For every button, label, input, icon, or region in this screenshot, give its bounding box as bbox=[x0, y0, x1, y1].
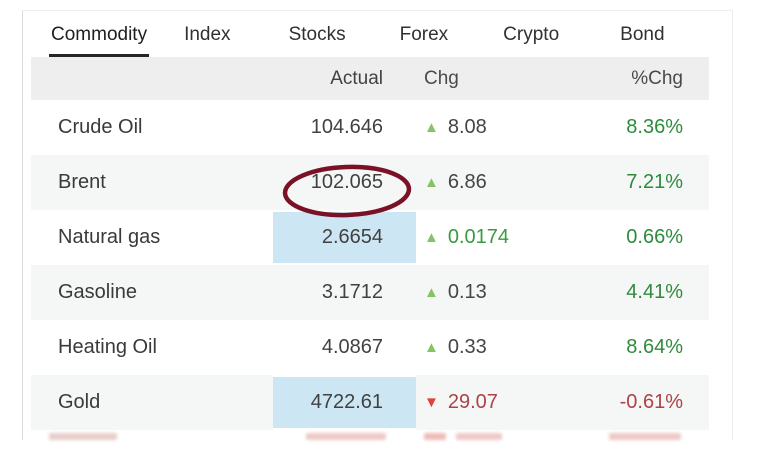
pct-value: -0.61% bbox=[619, 391, 683, 413]
clipped-arrow bbox=[424, 433, 446, 440]
tab-index[interactable]: Index bbox=[184, 24, 231, 45]
actual-cell: 4.0867 bbox=[321, 336, 383, 358]
header-pct: %Chg bbox=[631, 67, 683, 89]
chg-cell: ▲ 8.08 bbox=[416, 116, 561, 139]
pct-value: 7.21% bbox=[626, 171, 683, 193]
up-triangle-icon: ▲ bbox=[424, 174, 439, 191]
actual-cell: 4722.61 bbox=[273, 375, 416, 430]
table-header-row: Actual Chg %Chg bbox=[31, 57, 709, 100]
chg-cell: ▲ 0.0174 bbox=[416, 226, 561, 249]
up-triangle-icon: ▲ bbox=[424, 229, 439, 246]
pct-value: 0.66% bbox=[626, 226, 683, 248]
row-label: Gasoline bbox=[58, 281, 137, 303]
tab-bond[interactable]: Bond bbox=[620, 24, 665, 45]
actual-cell-annotated: 102.065 bbox=[310, 171, 383, 193]
tab-forex[interactable]: Forex bbox=[399, 24, 449, 45]
row-label: Heating Oil bbox=[58, 336, 157, 358]
row-label: Gold bbox=[58, 391, 101, 413]
clipped-actual bbox=[306, 433, 386, 440]
chg-cell: ▲ 0.13 bbox=[416, 281, 561, 304]
chg-cell: ▲ 6.86 bbox=[416, 171, 561, 194]
clipped-next-row bbox=[31, 430, 709, 451]
chg-value: 0.33 bbox=[447, 336, 487, 358]
header-actual: Actual bbox=[330, 67, 383, 89]
tab-bar: Commodity Index Stocks Forex Crypto Bond bbox=[23, 11, 732, 57]
down-triangle-icon: ▼ bbox=[424, 394, 439, 411]
actual-cell: 104.646 bbox=[310, 116, 383, 138]
row-label: Crude Oil bbox=[58, 116, 143, 138]
table-row[interactable]: Brent 102.065 ▲ 6.86 7.21% bbox=[31, 155, 709, 210]
chg-value: 0.0174 bbox=[447, 226, 510, 248]
clipped-pct bbox=[609, 433, 681, 440]
row-label: Natural gas bbox=[58, 226, 161, 248]
row-label: Brent bbox=[58, 171, 106, 193]
commodity-table: Actual Chg %Chg Crude Oil 104.646 ▲ 8.08… bbox=[31, 57, 709, 451]
up-triangle-icon: ▲ bbox=[424, 119, 439, 136]
actual-cell: 3.1712 bbox=[321, 281, 383, 303]
actual-cell: 2.6654 bbox=[273, 210, 416, 265]
up-triangle-icon: ▲ bbox=[424, 284, 439, 301]
header-chg: Chg bbox=[424, 67, 459, 89]
clipped-chg bbox=[456, 433, 502, 440]
chg-value: 29.07 bbox=[447, 391, 498, 413]
table-row[interactable]: Crude Oil 104.646 ▲ 8.08 8.36% bbox=[31, 100, 709, 155]
table-row[interactable]: Heating Oil 4.0867 ▲ 0.33 8.64% bbox=[31, 320, 709, 375]
clipped-label bbox=[49, 433, 117, 440]
pct-value: 4.41% bbox=[626, 281, 683, 303]
chg-value: 6.86 bbox=[447, 171, 487, 193]
chg-value: 8.08 bbox=[447, 116, 487, 138]
chg-cell: ▼ 29.07 bbox=[416, 391, 561, 414]
chg-value: 0.13 bbox=[447, 281, 487, 303]
tab-commodity[interactable]: Commodity bbox=[49, 24, 150, 57]
table-row[interactable]: Gold 4722.61 ▼ 29.07 -0.61% bbox=[31, 375, 709, 430]
pct-value: 8.64% bbox=[626, 336, 683, 358]
pct-value: 8.36% bbox=[626, 116, 683, 138]
chg-cell: ▲ 0.33 bbox=[416, 336, 561, 359]
table-body: Crude Oil 104.646 ▲ 8.08 8.36% Brent 102… bbox=[31, 100, 709, 430]
tab-stocks[interactable]: Stocks bbox=[288, 24, 346, 45]
table-row[interactable]: Natural gas 2.6654 ▲ 0.0174 0.66% bbox=[31, 210, 709, 265]
market-quotes-widget: Commodity Index Stocks Forex Crypto Bond Actu… bbox=[22, 10, 733, 440]
tab-crypto[interactable]: Crypto bbox=[503, 24, 560, 45]
table-row[interactable]: Gasoline 3.1712 ▲ 0.13 4.41% bbox=[31, 265, 709, 320]
up-triangle-icon: ▲ bbox=[424, 339, 439, 356]
